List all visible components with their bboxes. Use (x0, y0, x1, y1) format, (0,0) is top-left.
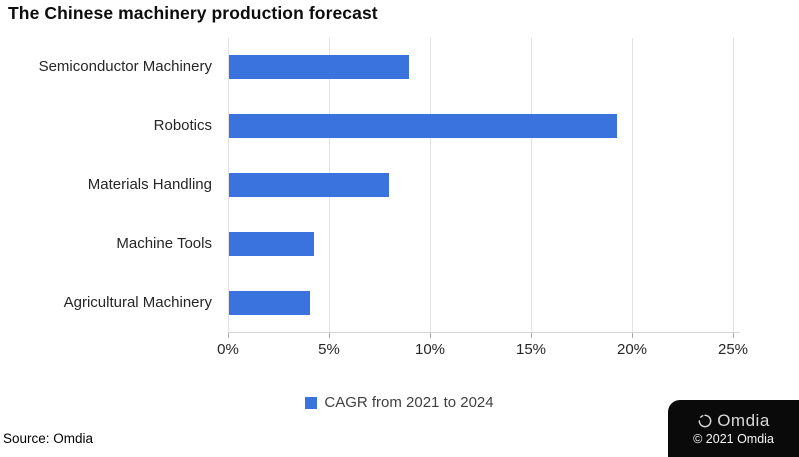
gridline (531, 38, 532, 332)
category-label: Robotics (153, 117, 212, 135)
x-axis-line (228, 332, 740, 333)
legend-swatch (305, 396, 318, 409)
bar-materials-handling (229, 173, 389, 197)
x-axis-tick (228, 333, 229, 338)
omdia-logo-text: Omdia (717, 411, 770, 430)
category-label: Semiconductor Machinery (38, 58, 212, 76)
x-axis-tick (430, 333, 431, 338)
x-axis-tick (531, 333, 532, 338)
gridline (733, 38, 734, 332)
legend-label: CAGR from 2021 to 2024 (324, 394, 494, 411)
copyright-text: © 2021 Omdia (693, 432, 774, 446)
chart-legend: CAGR from 2021 to 2024 (0, 394, 799, 411)
omdia-logo-icon (698, 414, 712, 428)
omdia-logo: Omdia (697, 411, 770, 431)
x-axis-tick (733, 333, 734, 338)
source-note: Source: Omdia (3, 431, 94, 446)
category-label: Machine Tools (116, 234, 212, 252)
x-axis-tick (329, 333, 330, 338)
category-label: Agricultural Machinery (63, 293, 212, 311)
x-tick-label: 25% (717, 341, 749, 358)
omdia-watermark: Omdia © 2021 Omdia (668, 400, 799, 457)
chart-title: The Chinese machinery production forecas… (8, 3, 378, 23)
x-tick-label: 10% (414, 341, 446, 358)
x-axis-tick (632, 333, 633, 338)
bar-robotics (229, 114, 617, 139)
plot-area: 0% 5% 10% 15% 20% 25% Semiconductor Machinery R… (39, 38, 780, 358)
x-tick-label: 20% (616, 341, 648, 358)
x-tick-label: 15% (515, 341, 547, 358)
gridline (632, 38, 633, 332)
bar-agricultural-machinery (229, 290, 310, 315)
category-label: Materials Handling (87, 176, 212, 193)
bar-machine-tools (229, 231, 314, 256)
x-tick-label: 0% (217, 341, 239, 358)
gridline (228, 38, 229, 332)
bar-semiconductor-machinery (229, 55, 409, 80)
gridline (430, 38, 431, 332)
x-tick-label: 5% (318, 341, 340, 358)
